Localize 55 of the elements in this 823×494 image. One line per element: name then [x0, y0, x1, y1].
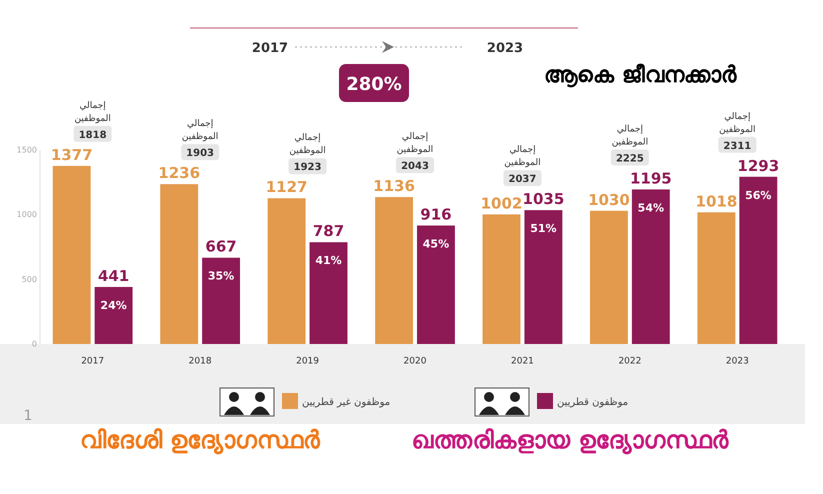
x-tick-label: 2022	[618, 356, 642, 366]
data-label: 787	[312, 222, 344, 240]
annotation: 35%	[208, 270, 234, 283]
chart-title: ആകെ ജീവനക്കാർ	[544, 63, 737, 88]
bar	[590, 210, 628, 344]
bar	[632, 189, 670, 344]
text: 2017	[252, 41, 288, 56]
text: 2023	[486, 41, 524, 56]
bar	[94, 286, 133, 344]
annotation: 24%	[100, 298, 127, 312]
text: വിദേശി ഉദ്യോഗസ്ഥർ	[80, 426, 322, 455]
x-tick-label: 2023	[726, 356, 749, 366]
x-tick-label: 2017	[81, 356, 104, 366]
data-label: 667	[205, 238, 237, 256]
bar	[697, 212, 736, 344]
bar	[375, 197, 413, 344]
x-tick-label: 2018	[188, 356, 212, 366]
y-tick-label: 500	[22, 274, 37, 284]
text: 280%	[346, 74, 402, 95]
bar	[482, 214, 520, 344]
bar	[52, 166, 91, 344]
annotation: 54%	[638, 201, 664, 214]
data-label: 1002	[480, 194, 522, 212]
bar	[202, 258, 240, 344]
text: ഖത്തരികളായ ഉദ്യോഗസ്ഥർ	[411, 426, 730, 455]
x-tick-label: 2019	[296, 356, 320, 366]
bar	[310, 242, 348, 344]
data-label: 1377	[50, 146, 93, 164]
data-label: 1136	[373, 177, 415, 196]
data-label: 1127	[266, 178, 308, 196]
annotation: 56%	[745, 188, 772, 202]
data-label: 1030	[588, 190, 630, 209]
bar	[268, 198, 306, 344]
annotation: 45%	[422, 238, 450, 251]
annotation: 51%	[530, 222, 557, 236]
data-label: 1035	[522, 190, 564, 208]
bar	[524, 210, 562, 344]
data-label: 1293	[737, 156, 780, 175]
data-label: 441	[98, 266, 130, 285]
data-label: 1018	[696, 192, 738, 210]
annotation: 41%	[315, 254, 342, 268]
y-tick-label: 0	[32, 340, 37, 349]
legend-label: موظفون غير قطريين	[302, 397, 390, 408]
legend-label: موظفون قطريين	[557, 397, 628, 408]
bar	[739, 176, 778, 344]
x-tick-label: 2021	[510, 356, 534, 366]
x-tick-label: 2020	[404, 356, 427, 366]
text: 1	[24, 408, 32, 424]
data-label: 916	[420, 206, 452, 224]
data-label: 1236	[158, 164, 200, 182]
y-tick-label: 1000	[16, 210, 37, 220]
data-label: 1195	[630, 169, 672, 188]
y-tick-label: 1500	[16, 146, 37, 155]
bar	[417, 226, 455, 344]
bar	[160, 184, 198, 344]
